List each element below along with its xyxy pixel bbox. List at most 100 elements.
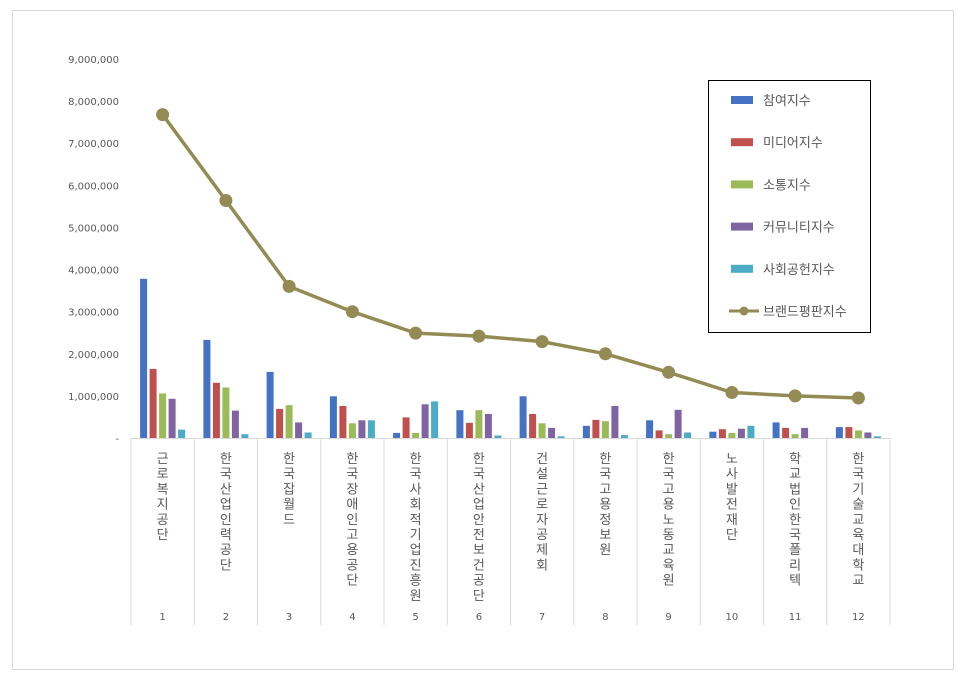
bar-5-9 bbox=[684, 432, 692, 438]
brand-index-point-10 bbox=[725, 386, 739, 399]
bar-1-9 bbox=[646, 420, 654, 438]
brand-index-polyline bbox=[161, 113, 859, 400]
brand-index-line bbox=[156, 108, 865, 405]
brand-index-point-7 bbox=[535, 335, 549, 349]
bar-1-11 bbox=[772, 422, 780, 438]
legend-label: 사회공헌지수 bbox=[763, 263, 835, 278]
y-axis-labels: - 1,000,000 2,000,000 3,000,000 4,000,000 5,0… bbox=[68, 55, 119, 445]
bar-4-10 bbox=[737, 428, 745, 438]
bar-4-1 bbox=[168, 398, 176, 438]
bar-3-4 bbox=[348, 423, 356, 438]
bar-4-12 bbox=[864, 432, 872, 438]
bar-4-8 bbox=[611, 406, 619, 438]
x-tick-label: 8 bbox=[602, 612, 608, 623]
bar-2-5 bbox=[402, 417, 410, 438]
bar-5-3 bbox=[304, 432, 312, 438]
brand-index-point-6 bbox=[472, 329, 486, 343]
y-tick-label: 6,000,000 bbox=[68, 181, 119, 192]
bar-2-11 bbox=[782, 427, 790, 438]
bars bbox=[140, 278, 881, 438]
y-tick-label: 9,000,000 bbox=[68, 55, 119, 66]
chart-container: - 1,000,000 2,000,000 3,000,000 4,000,000 5,0… bbox=[12, 10, 954, 670]
bar-2-7 bbox=[529, 414, 537, 438]
bar-4-4 bbox=[358, 420, 366, 438]
bar-3-8 bbox=[601, 421, 609, 438]
bar-1-3 bbox=[266, 371, 274, 438]
y-tick-label: 5,000,000 bbox=[68, 223, 119, 234]
legend-label: 커뮤니티지수 bbox=[763, 221, 835, 236]
bar-4-7 bbox=[548, 427, 556, 438]
x-tick-label: 3 bbox=[286, 612, 292, 623]
bar-1-10 bbox=[709, 431, 717, 438]
y-tick-label: 8,000,000 bbox=[68, 97, 119, 108]
y-tick-label: - bbox=[115, 434, 119, 445]
bar-4-2 bbox=[231, 410, 239, 438]
legend-swatch bbox=[731, 138, 753, 147]
bar-3-9 bbox=[665, 434, 673, 438]
bar-5-7 bbox=[557, 436, 565, 438]
legend-marker-swatch bbox=[739, 306, 749, 316]
bar-2-8 bbox=[592, 419, 600, 438]
bar-1-8 bbox=[582, 425, 590, 438]
legend-label: 미디어지수 bbox=[763, 136, 823, 151]
legend-box bbox=[708, 80, 871, 333]
bar-4-5 bbox=[421, 404, 429, 438]
x-tick-label: 4 bbox=[349, 612, 355, 623]
x-tick-label: 12 bbox=[852, 612, 865, 623]
bar-2-10 bbox=[718, 429, 726, 438]
bar-5-1 bbox=[178, 429, 186, 438]
bar-1-1 bbox=[140, 278, 148, 438]
bar-2-3 bbox=[276, 408, 284, 438]
bar-3-7 bbox=[538, 423, 546, 438]
legend-label: 참여지수 bbox=[763, 94, 811, 109]
bar-3-2 bbox=[222, 387, 230, 438]
bar-4-9 bbox=[674, 409, 682, 438]
bar-5-8 bbox=[620, 435, 628, 438]
bar-4-6 bbox=[484, 414, 492, 438]
bar-5-10 bbox=[747, 425, 755, 438]
bar-2-12 bbox=[845, 427, 853, 438]
y-tick-label: 1,000,000 bbox=[68, 392, 119, 403]
x-axis: 근 로 복 지 공 단 1 한 국 산 업 인 력 공 단 2 한 국 잡 월 드 3 한 국 장 애 인 고 용 공 단 4 한 국 사 회 적 기 업 진… bbox=[130, 438, 891, 625]
bar-3-6 bbox=[475, 410, 483, 438]
y-tick-label: 3,000,000 bbox=[68, 308, 119, 319]
x-tick-label: 11 bbox=[789, 612, 802, 623]
brand-index-point-5 bbox=[409, 326, 423, 340]
bar-3-12 bbox=[854, 430, 862, 438]
brand-index-point-11 bbox=[788, 389, 802, 403]
x-tick-label: 9 bbox=[665, 612, 671, 623]
x-tick-label: 6 bbox=[476, 612, 482, 623]
brand-index-point-12 bbox=[851, 391, 865, 405]
chart-svg: - 1,000,000 2,000,000 3,000,000 4,000,000 5,0… bbox=[68, 55, 891, 625]
bar-5-6 bbox=[494, 435, 502, 438]
legend-label: 브랜드평판지수 bbox=[763, 305, 847, 320]
bar-4-3 bbox=[295, 422, 303, 438]
legend-label: 소통지수 bbox=[763, 178, 811, 193]
brand-index-point-1 bbox=[156, 108, 170, 122]
bar-3-1 bbox=[159, 393, 167, 438]
bar-1-4 bbox=[329, 396, 337, 438]
y-tick-label: 7,000,000 bbox=[68, 139, 119, 150]
brand-index-point-4 bbox=[345, 305, 359, 319]
legend-swatch bbox=[731, 96, 753, 104]
bar-3-11 bbox=[791, 434, 799, 438]
bar-1-6 bbox=[456, 410, 464, 438]
x-tick-label: 5 bbox=[412, 612, 418, 623]
bar-1-5 bbox=[393, 432, 401, 438]
bar-5-5 bbox=[431, 401, 439, 438]
y-tick-label: 4,000,000 bbox=[68, 266, 119, 277]
bar-5-2 bbox=[241, 434, 249, 438]
bar-4-11 bbox=[801, 427, 809, 438]
bar-2-1 bbox=[149, 368, 157, 438]
x-tick-label: 10 bbox=[726, 612, 739, 623]
